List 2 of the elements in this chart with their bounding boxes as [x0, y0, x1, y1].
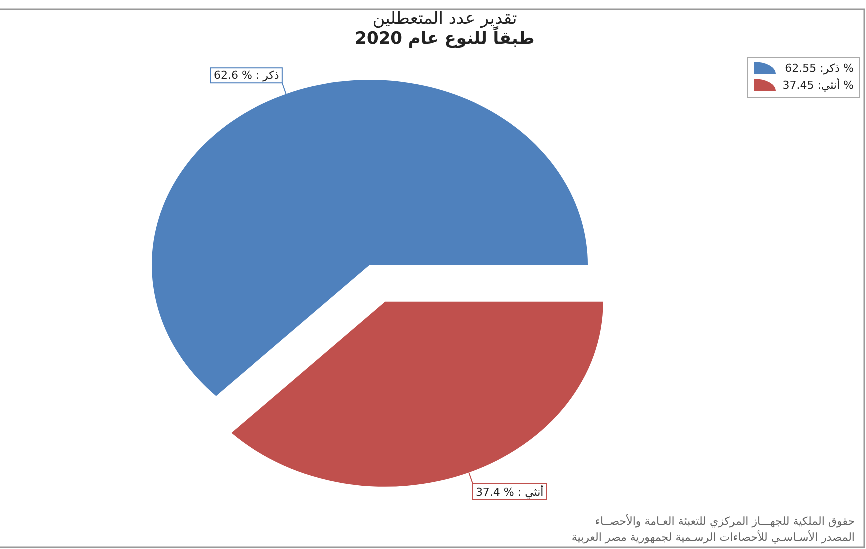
subtitle: طبقاً للنوع عام 2020	[355, 29, 535, 49]
title: تقدير عدد المتعطلين	[372, 9, 518, 29]
